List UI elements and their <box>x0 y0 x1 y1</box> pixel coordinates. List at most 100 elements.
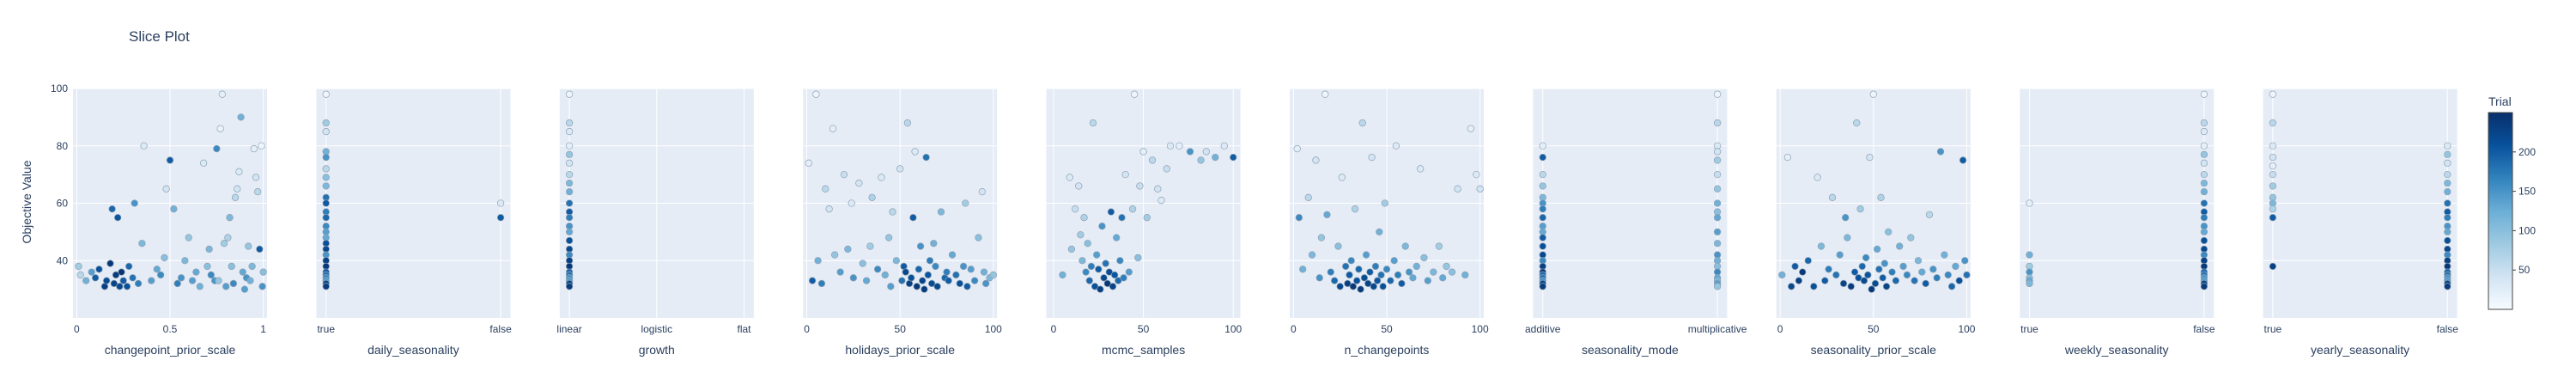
data-point <box>224 234 232 241</box>
data-point <box>1866 153 1874 162</box>
data-point <box>1713 240 1722 247</box>
data-point <box>1315 274 1323 282</box>
data-point <box>1713 119 1722 127</box>
x-tick-label: 100 <box>985 323 1002 335</box>
data-point <box>1100 274 1108 282</box>
data-point <box>2200 187 2208 196</box>
data-point <box>1875 266 1883 273</box>
data-point <box>322 153 330 162</box>
data-point <box>1358 119 1366 127</box>
data-point <box>181 257 189 265</box>
data-point <box>250 144 258 153</box>
data-point <box>1220 142 1228 150</box>
data-point <box>496 199 505 207</box>
data-point <box>2269 162 2277 170</box>
data-point <box>1914 257 1923 265</box>
data-point <box>962 199 969 207</box>
data-point <box>216 125 224 132</box>
data-point <box>916 242 925 250</box>
data-point <box>1435 242 1443 250</box>
data-point <box>1157 197 1165 205</box>
data-point <box>1067 245 1076 254</box>
data-point <box>1855 274 1862 282</box>
data-point <box>1098 223 1106 230</box>
data-point <box>1825 266 1832 273</box>
data-point <box>252 174 260 181</box>
data-point <box>565 228 574 236</box>
data-point <box>1091 283 1099 290</box>
data-point <box>1097 285 1104 293</box>
data-point <box>1880 260 1888 267</box>
data-point <box>885 234 893 241</box>
data-point <box>1371 262 1380 271</box>
data-point <box>849 274 858 282</box>
data-point <box>1392 142 1400 150</box>
data-point <box>565 179 574 187</box>
subplot-seasonality-prior-scale: 0 50 100 seasonality_prior_scale <box>1776 88 1976 357</box>
data-point <box>881 271 889 279</box>
data-point <box>114 214 122 222</box>
data-point <box>1539 242 1546 250</box>
data-point <box>943 268 951 276</box>
data-point <box>162 185 170 192</box>
data-point <box>95 266 103 273</box>
data-point <box>975 234 982 241</box>
data-point <box>229 279 238 288</box>
data-point <box>2026 199 2033 207</box>
data-point <box>1853 119 1861 127</box>
colorbar: Trial 50 100 150 200 <box>2488 95 2536 310</box>
data-point <box>1955 277 1963 284</box>
data-point <box>138 240 146 247</box>
data-point <box>1394 271 1402 279</box>
data-point <box>1713 90 1722 98</box>
data-point <box>1842 214 1850 222</box>
x-tick-label: 50 <box>1381 323 1393 335</box>
data-point <box>185 234 192 241</box>
data-point <box>322 165 330 173</box>
data-point <box>1847 283 1855 290</box>
data-point <box>840 170 848 179</box>
data-point <box>235 168 243 175</box>
data-point <box>952 271 960 279</box>
x-tick-label: 0 <box>74 323 80 335</box>
data-point <box>1089 119 1097 127</box>
data-point <box>322 90 330 98</box>
x-tick-label: 1 <box>260 323 266 335</box>
data-point <box>215 277 222 284</box>
data-point <box>2200 170 2208 179</box>
data-point <box>2444 283 2451 290</box>
x-tick-label: 0.5 <box>163 323 178 335</box>
data-point <box>859 260 866 267</box>
data-point <box>1899 262 1907 271</box>
data-point <box>188 277 197 284</box>
data-point <box>1873 245 1881 254</box>
data-point <box>1416 165 1425 173</box>
x-axis-title: seasonality_mode <box>1582 343 1679 357</box>
x-axis-title: n_changepoints <box>1345 343 1430 357</box>
data-point <box>1925 211 1934 219</box>
data-point <box>1713 214 1722 222</box>
data-point <box>2200 159 2208 167</box>
data-point <box>192 268 200 276</box>
data-point <box>1176 142 1183 150</box>
data-point <box>1304 193 1312 201</box>
data-point <box>2269 153 2277 162</box>
data-point <box>213 144 221 153</box>
data-point <box>246 277 254 284</box>
data-point <box>1860 277 1868 284</box>
data-point <box>1059 271 1066 279</box>
chart-title: Slice Plot <box>129 28 190 45</box>
data-point <box>1095 266 1103 273</box>
data-point <box>1952 262 1959 271</box>
subplots: 0 0.5 1 40 60 80 100 changepoint_prior_scale tru… <box>51 82 2458 357</box>
data-point <box>565 187 574 196</box>
x-tick-label: 100 <box>1224 323 1242 335</box>
data-point <box>2444 236 2451 245</box>
data-point <box>1212 153 1219 162</box>
subplot-yearly-seasonality: true false yearly_seasonality <box>2263 88 2458 357</box>
data-point <box>88 268 95 276</box>
data-point <box>1139 148 1147 156</box>
data-point <box>1424 277 1431 284</box>
data-point <box>496 214 505 222</box>
